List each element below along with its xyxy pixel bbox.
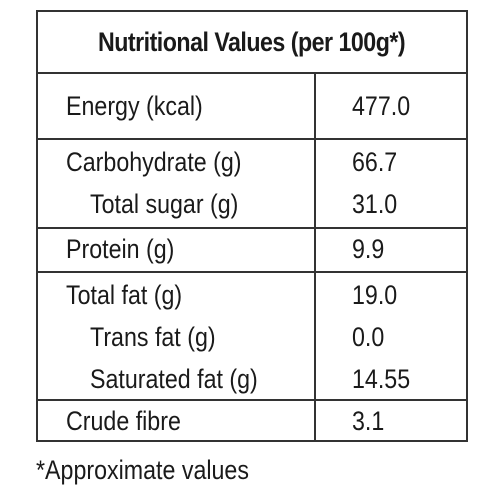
nutrient-sublabel: Saturated fat (g) (90, 364, 258, 394)
table-row: Total sugar (g) 31.0 (38, 182, 466, 226)
nutrient-value: 0.0 (352, 322, 385, 352)
nutrient-group-carbohydrate: Carbohydrate (g) 66.7 Total sugar (g) 31… (38, 140, 466, 229)
table-row: Saturated fat (g) 14.55 (38, 357, 466, 401)
nutrient-value: 9.9 (352, 234, 385, 264)
table-row: Energy (kcal) 477.0 (38, 84, 466, 128)
column-divider (314, 74, 316, 440)
nutrient-value: 66.7 (352, 147, 398, 177)
nutrient-label: Total fat (g) (66, 280, 183, 310)
nutrient-label: Carbohydrate (g) (66, 147, 242, 177)
nutrient-group-fat: Total fat (g) 19.0 Trans fat (g) 0.0 Sat… (38, 273, 466, 401)
table-row: Crude fibre 3.1 (38, 399, 466, 443)
table-row: Trans fat (g) 0.0 (38, 315, 466, 359)
table-row: Carbohydrate (g) 66.7 (38, 140, 466, 184)
nutrient-value: 3.1 (352, 406, 385, 436)
nutrient-value: 14.55 (352, 364, 411, 394)
nutrient-value: 477.0 (352, 91, 411, 121)
nutrient-label: Crude fibre (66, 406, 181, 436)
nutrient-sublabel: Trans fat (g) (90, 322, 216, 352)
nutrient-value: 19.0 (352, 280, 398, 310)
nutrition-table: Nutritional Values (per 100g*) Energy (k… (36, 10, 468, 442)
footnote: *Approximate values (36, 455, 249, 485)
table-title: Nutritional Values (per 100g*) (38, 12, 466, 74)
nutrient-sublabel: Total sugar (g) (90, 189, 239, 219)
nutrient-label: Protein (g) (66, 234, 175, 264)
nutrient-group-energy: Energy (kcal) 477.0 (38, 74, 466, 140)
nutrient-group-protein: Protein (g) 9.9 (38, 229, 466, 273)
table-row: Total fat (g) 19.0 (38, 273, 466, 317)
nutrient-value: 31.0 (352, 189, 398, 219)
table-row: Protein (g) 9.9 (38, 227, 466, 271)
nutrient-label: Energy (kcal) (66, 91, 203, 121)
nutrient-group-fibre: Crude fibre 3.1 (38, 401, 466, 442)
